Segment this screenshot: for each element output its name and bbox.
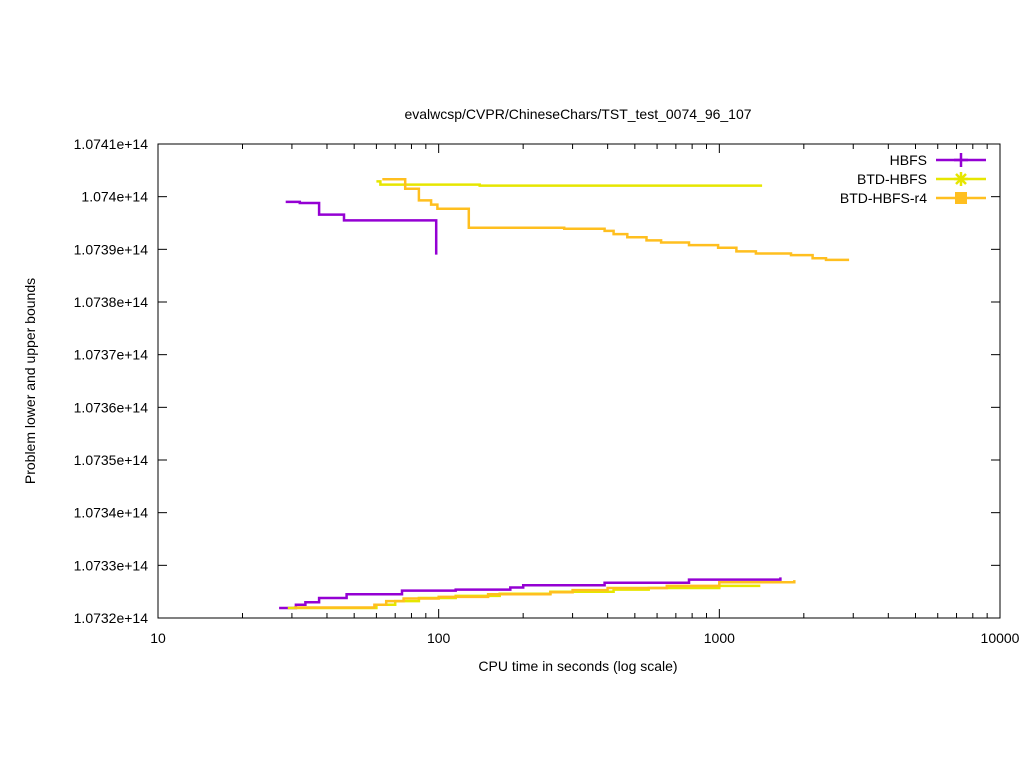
y-tick-label: 1.0736e+14 (74, 399, 149, 415)
y-tick-label: 1.0737e+14 (74, 347, 149, 363)
x-axis-label: CPU time in seconds (log scale) (478, 658, 677, 674)
y-tick-label: 1.0732e+14 (74, 610, 149, 626)
x-tick-label: 100 (427, 630, 451, 646)
btd-hbfs-upper-bound-line (376, 180, 763, 187)
btd-hbfs-r4-upper-bound-line (382, 178, 850, 262)
legend-label-btd-hbfs-r4: BTD-HBFS-r4 (840, 190, 927, 206)
btd-hbfs-r4-lower-bound-line (293, 580, 796, 609)
y-tick-label: 1.0734e+14 (74, 505, 149, 521)
legend: HBFS BTD-HBFS BTD-HBFS-r4 (840, 152, 986, 206)
y-axis-label: Problem lower and upper bounds (22, 278, 38, 484)
y-tick-label: 1.0735e+14 (74, 452, 149, 468)
y-axis: 1.0732e+14 1.0733e+14 1.0734e+14 1.0735e+14… (74, 136, 1000, 626)
x-axis: 10 100 1000 10000 (150, 144, 1020, 646)
legend-marker-star-icon (954, 172, 968, 186)
y-tick-label: 1.0733e+14 (74, 557, 149, 573)
hbfs-upper-bound-line (285, 200, 438, 255)
legend-marker-plus-icon (954, 153, 968, 167)
plot-content (279, 178, 850, 610)
y-tick-label: 1.0738e+14 (74, 294, 149, 310)
legend-marker-square-icon (955, 192, 967, 204)
plot-frame (157, 143, 1001, 619)
x-tick-label: 10 (150, 630, 166, 646)
legend-label-btd-hbfs: BTD-HBFS (857, 171, 927, 187)
legend-label-hbfs: HBFS (890, 152, 927, 168)
hbfs-lower-bound-line (279, 577, 782, 610)
y-tick-label: 1.074e+14 (81, 189, 148, 205)
chart-title: evalwcsp/CVPR/ChineseChars/TST_test_0074… (404, 106, 751, 122)
y-tick-label: 1.0739e+14 (74, 241, 149, 257)
x-tick-label: 1000 (704, 630, 735, 646)
x-tick-label: 10000 (981, 630, 1020, 646)
y-tick-label: 1.0741e+14 (74, 136, 149, 152)
